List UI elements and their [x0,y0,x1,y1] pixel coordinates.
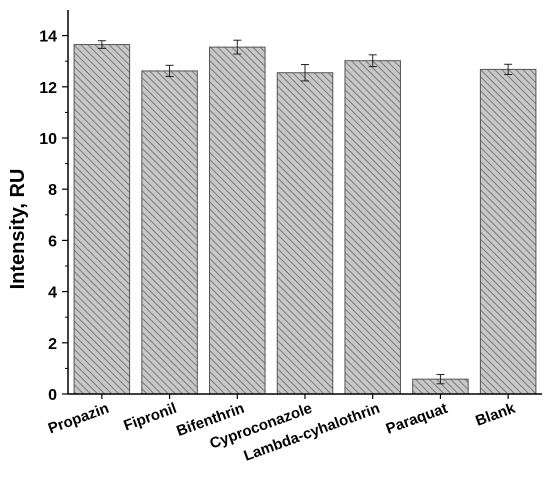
y-tick-label: 14 [39,29,57,46]
y-tick-label: 0 [48,387,57,404]
x-tick-label: Propazin [46,400,111,438]
y-tick-label: 2 [48,336,57,353]
y-tick-label: 8 [48,182,57,199]
y-axis-label: Intensity, RU [7,169,29,290]
x-tick-label: Paraquat [384,400,450,438]
y-tick-label: 10 [39,131,57,148]
bar-bifenthrin [209,46,266,395]
bar-lambda-cyhalothrin [344,60,401,395]
axes-layer [67,10,542,399]
bar-propazin [73,44,131,395]
y-tick-label: 12 [39,80,57,97]
x-tick-label: Fipronil [121,400,178,435]
bars-layer [73,44,537,395]
y-tick-label: 6 [48,233,57,250]
bar-cyproconazole [276,72,334,395]
x-labels-layer: Propazin FipronilBifenthrinCyproconazoleL… [46,400,518,465]
y-ticks-layer: 0 2 4 6 8 10 12 14 [39,29,68,404]
y-tick-label: 4 [48,285,57,302]
bar-blank [479,68,537,395]
x-tick-label: Blank [473,400,518,430]
error-bars-layer [97,39,513,385]
bar-fipronil [141,70,198,395]
